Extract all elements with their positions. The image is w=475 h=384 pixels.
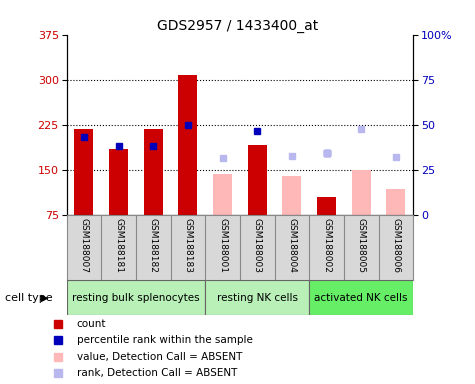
Bar [352,170,371,260]
Text: GSM188003: GSM188003 [253,218,262,273]
Text: GSM188001: GSM188001 [218,218,227,273]
Text: ▶: ▶ [41,293,49,303]
Bar [213,174,232,260]
Bar [66,280,205,315]
Bar [386,189,406,260]
Text: GSM188002: GSM188002 [322,218,331,273]
Bar [74,129,94,260]
Text: GSM188182: GSM188182 [149,218,158,273]
Bar [205,280,309,315]
Text: GDS2957 / 1433400_at: GDS2957 / 1433400_at [157,19,318,33]
Text: activated NK cells: activated NK cells [314,293,408,303]
Bar [309,280,413,315]
Text: count: count [77,319,106,329]
Bar [109,149,128,260]
Text: cell type: cell type [5,293,52,303]
Text: resting NK cells: resting NK cells [217,293,298,303]
Text: GSM188181: GSM188181 [114,218,123,273]
Text: GSM188006: GSM188006 [391,218,400,273]
Bar [143,129,163,260]
Text: value, Detection Call = ABSENT: value, Detection Call = ABSENT [77,352,242,362]
Text: GSM188007: GSM188007 [79,218,88,273]
Text: GSM188005: GSM188005 [357,218,366,273]
Bar [247,145,267,260]
Text: rank, Detection Call = ABSENT: rank, Detection Call = ABSENT [77,368,237,378]
Text: GSM188183: GSM188183 [183,218,192,273]
Bar [178,75,198,260]
Text: resting bulk splenocytes: resting bulk splenocytes [72,293,200,303]
Text: percentile rank within the sample: percentile rank within the sample [77,335,253,345]
Bar [317,197,336,260]
Bar [282,176,302,260]
Text: GSM188004: GSM188004 [287,218,296,273]
